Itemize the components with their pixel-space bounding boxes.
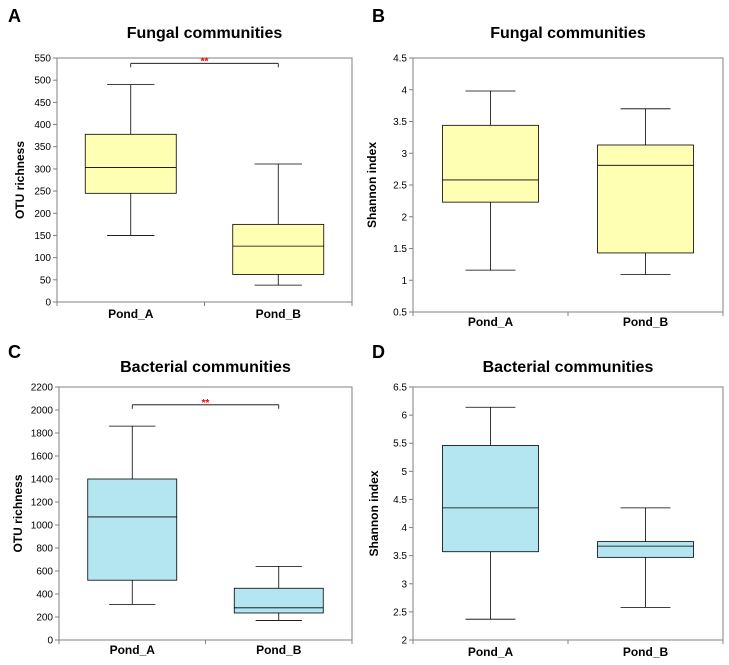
box-pond-b: [597, 108, 694, 275]
x-category-label: Pond_A: [110, 643, 156, 657]
y-tick-label: 550: [34, 54, 51, 65]
y-axis-label: OTU richness: [13, 141, 27, 219]
y-tick-label: 200: [36, 613, 53, 624]
y-tick-label: 2.5: [393, 607, 407, 618]
chart-title: Bacterial communities: [120, 359, 291, 376]
y-axis-label: Shannon index: [365, 142, 379, 228]
y-tick-label: 0: [47, 636, 53, 647]
panel-c: C Bacterial communities 0 200 400 600 800 1000 1…: [8, 342, 353, 657]
y-tick-label: 4.5: [393, 54, 407, 65]
y-tick-label: 1.5: [393, 244, 407, 255]
y-tick-label: 2: [401, 212, 407, 223]
y-tick-label: 4.5: [393, 495, 407, 506]
iqr-box: [597, 541, 694, 558]
chart-title: Bacterial communities: [483, 359, 654, 376]
y-tick-label: 0.5: [393, 308, 407, 319]
y-tick-label: 1800: [31, 429, 54, 440]
box-pond-a: [442, 90, 539, 271]
y-tick-label: 4: [401, 85, 407, 96]
y-tick-label: 350: [34, 142, 51, 153]
y-tick-label: 500: [34, 76, 51, 87]
box-pond-b: [233, 566, 324, 621]
panel-d: D Bacterial communities 2 2.5 3 3.5 4 4.5 5 5.5 6 6…: [367, 342, 724, 659]
y-tick-label: 3: [401, 579, 407, 590]
box-pond-a: [442, 406, 539, 620]
x-category-label: Pond_A: [468, 645, 514, 659]
iqr-box: [597, 144, 694, 254]
y-tick-label: 50: [40, 275, 52, 286]
y-axis-label: Shannon index: [367, 470, 381, 556]
panel-letter: D: [372, 342, 385, 362]
y-tick-label: 1600: [31, 452, 54, 463]
y-tick-label: 1400: [31, 475, 54, 486]
y-tick-label: 5: [401, 467, 407, 478]
iqr-box: [232, 223, 325, 275]
y-tick-label: 1000: [31, 521, 54, 532]
iqr-box: [84, 133, 177, 194]
x-category-label: Pond_B: [623, 315, 669, 329]
panel-a: A Fungal communities 0 50 100 150 200 250 300 350…: [8, 6, 353, 321]
y-axis-label: OTU richness: [11, 474, 25, 552]
x-category-label: Pond_B: [256, 307, 302, 321]
panel-letter: B: [372, 6, 385, 26]
y-tick-label: 3: [401, 149, 407, 160]
iqr-box: [87, 478, 178, 581]
y-tick-label: 6: [401, 411, 407, 422]
y-tick-label: 450: [34, 98, 51, 109]
y-tick-label: 3.5: [393, 117, 407, 128]
y-tick-label: 5.5: [393, 439, 407, 450]
panel-letter: A: [8, 6, 21, 26]
y-tick-label: 2: [401, 636, 407, 647]
y-tick-label: 1200: [31, 498, 54, 509]
chart-title: Fungal communities: [490, 25, 646, 42]
y-tick-label: 150: [34, 231, 51, 242]
iqr-box: [442, 445, 539, 553]
y-tick-label: 3.5: [393, 551, 407, 562]
y-tick-label: 400: [34, 120, 51, 131]
panel-letter: C: [8, 342, 21, 362]
chart-title: Fungal communities: [127, 25, 283, 42]
y-tick-label: 2200: [31, 383, 54, 394]
y-tick-label: 6.5: [393, 383, 407, 394]
y-tick-label: 0: [45, 298, 51, 309]
significance-label: **: [202, 398, 210, 409]
y-tick-label: 2.5: [393, 181, 407, 192]
box-pond-a: [84, 84, 177, 236]
y-tick-label: 1: [401, 276, 407, 287]
box-pond-a: [87, 425, 178, 605]
iqr-box: [233, 587, 324, 614]
y-tick-label: 2000: [31, 406, 54, 417]
x-category-label: Pond_B: [623, 645, 669, 659]
x-category-label: Pond_B: [256, 643, 302, 657]
panel-b: B Fungal communities 0.5 1 1.5 2 2.5 3 3.5 4 4.5 Po…: [365, 6, 724, 329]
y-tick-label: 600: [36, 567, 53, 578]
significance-label: **: [201, 56, 209, 67]
y-tick-label: 800: [36, 544, 53, 555]
x-category-label: Pond_A: [108, 307, 154, 321]
iqr-box: [442, 124, 539, 203]
y-tick-label: 250: [34, 187, 51, 198]
box-pond-b: [597, 507, 694, 608]
x-category-label: Pond_A: [468, 315, 514, 329]
y-tick-label: 100: [34, 253, 51, 264]
y-tick-label: 400: [36, 590, 53, 601]
y-tick-label: 4: [401, 523, 407, 534]
y-tick-label: 200: [34, 209, 51, 220]
y-tick-label: 300: [34, 164, 51, 175]
box-pond-b: [232, 163, 325, 286]
